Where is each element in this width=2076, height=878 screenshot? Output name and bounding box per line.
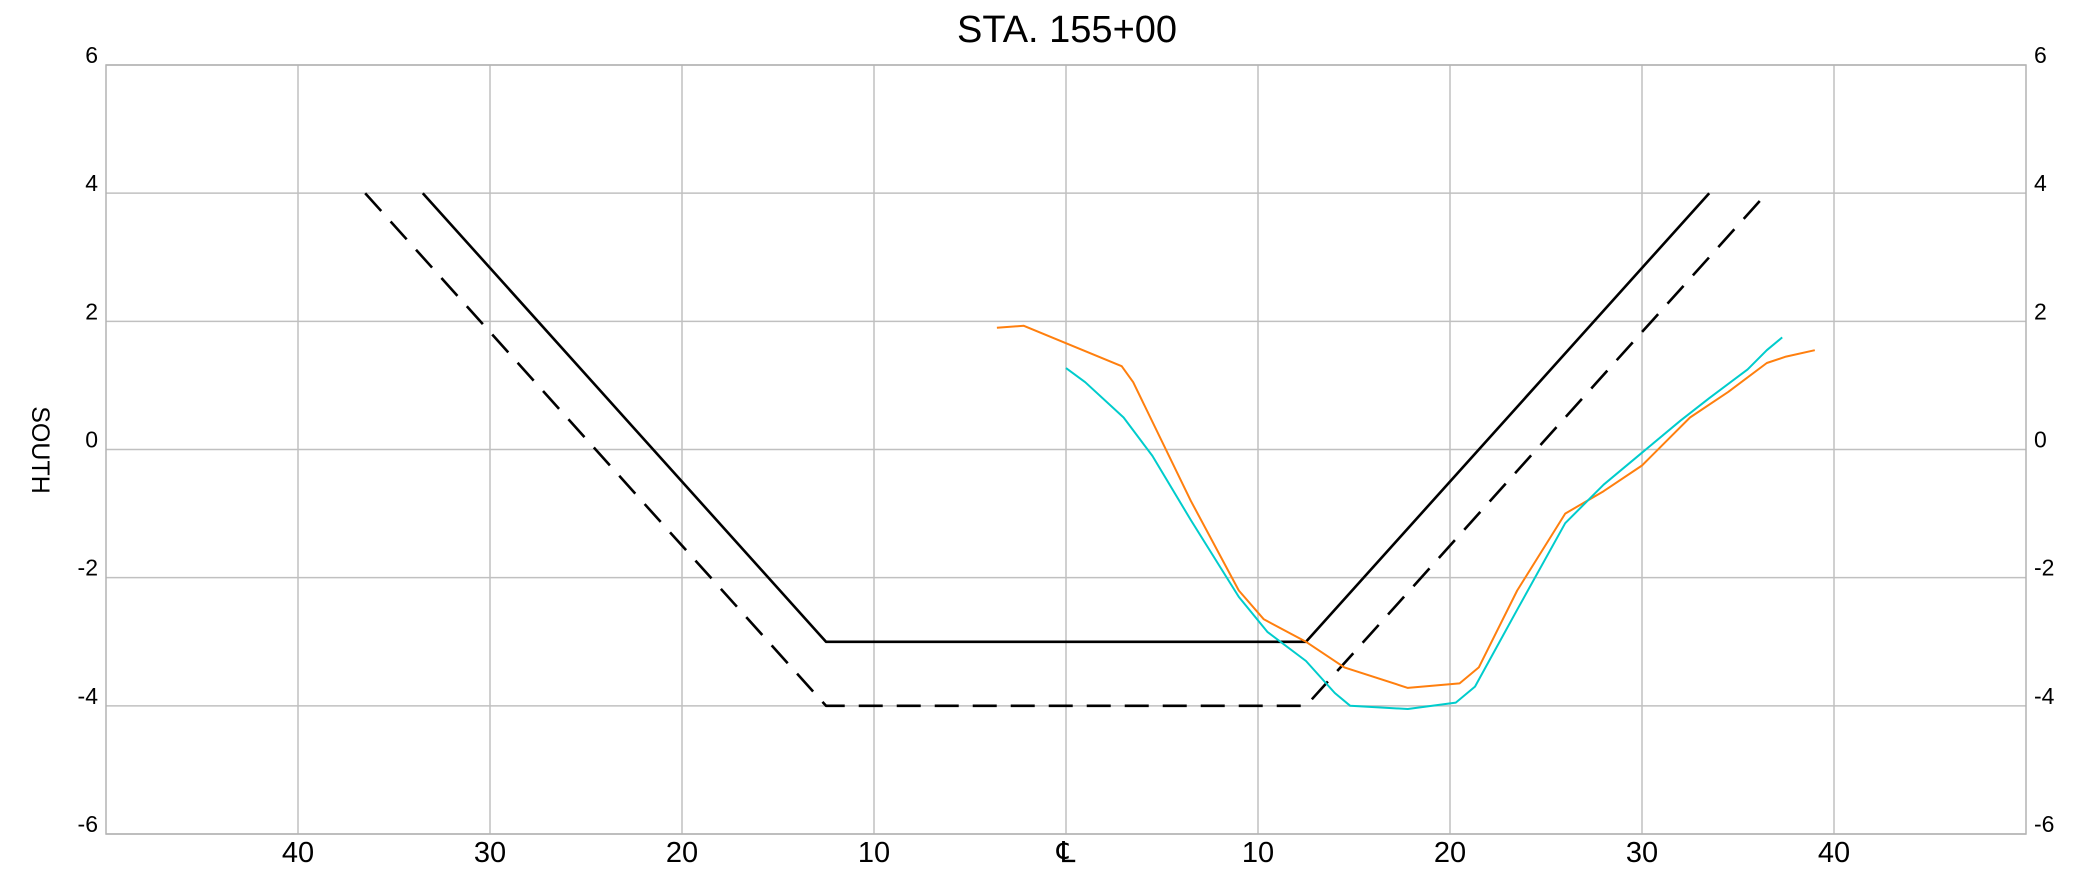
x-tick-label: 10 (858, 837, 890, 869)
y-tick-label-right: -2 (2034, 555, 2054, 581)
x-tick-label: 30 (474, 837, 506, 869)
x-tick-label: 30 (1626, 837, 1658, 869)
x-tick-label: 40 (1818, 837, 1850, 869)
x-tick-label: 20 (1434, 837, 1466, 869)
plot-frame (105, 64, 2027, 835)
y-tick-label-right: 0 (2034, 427, 2047, 453)
y-tick-label-left: -4 (78, 683, 99, 709)
y-tick-label-left: 4 (85, 170, 98, 196)
y-tick-label-left: 6 (85, 42, 98, 68)
series-line-4 (1065, 336, 1783, 710)
y-tick-label-right: -4 (2034, 683, 2055, 709)
series-line-1 (421, 192, 1711, 644)
chart-title: STA. 155+00 (957, 9, 1177, 51)
y-tick-label-right: 4 (2034, 170, 2047, 196)
y-tick-label-right: 6 (2034, 42, 2047, 68)
y-tick-label-left: 0 (85, 427, 98, 453)
x-tick-label: ℄ (1056, 837, 1076, 869)
y-tick-label-right: 2 (2034, 298, 2047, 324)
y-tick-label-left: 2 (85, 298, 98, 324)
tick-labels: -6 -6 -4 -4 -2 -2 0 0 2 2 4 4 6 6 40 30 20 10 ℄ 10 20 30 40 (78, 42, 2055, 869)
x-tick-label: 20 (666, 837, 698, 869)
x-tick-label: 40 (282, 837, 314, 869)
series-line-3 (996, 324, 1816, 689)
y-axis-label: SOUTH (26, 406, 54, 494)
grid (106, 64, 2026, 835)
series-line-2 (364, 192, 1768, 708)
y-tick-label-left: -2 (78, 555, 98, 581)
y-tick-label-left: -6 (78, 811, 98, 837)
x-tick-label: 10 (1242, 837, 1274, 869)
series-layer (364, 192, 1816, 710)
y-tick-label-right: -6 (2034, 811, 2054, 837)
